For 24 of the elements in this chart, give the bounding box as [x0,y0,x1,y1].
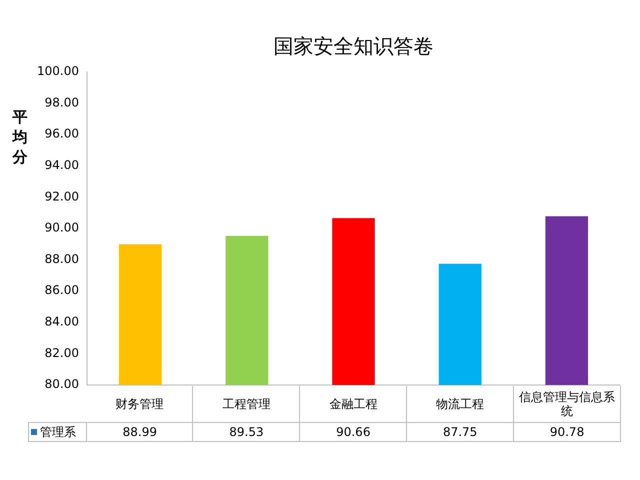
y-tick-label: 90.00 [44,220,79,235]
y-axis-title: 平均分 [12,108,28,166]
y-tick-label: 80.00 [44,377,79,392]
y-tick-label: 88.00 [44,252,79,266]
x-tick-label: 物流工程 [406,386,514,422]
data-label: 88.99 [86,422,193,441]
y-tick-label: 82.00 [44,346,79,360]
data-label: 90.66 [300,422,407,441]
y-tick-label: 96.00 [44,126,79,141]
y-tick-label: 100.00 [36,64,79,78]
x-tick-label: 信息管理与信息系统 [514,386,620,422]
x-tick-label: 财务管理 [86,386,193,422]
x-tick-label: 金融工程 [300,386,407,422]
y-tick-label: 92.00 [44,189,79,204]
data-label: 89.53 [192,422,300,441]
y-tick-label: 98.00 [44,95,79,110]
chart-title: 国家安全知识答卷 [273,34,434,58]
y-tick-label: 94.00 [44,158,79,172]
text: 管理系 [40,424,76,438]
y-tick-label: 86.00 [44,283,79,298]
x-tick-label: 工程管理 [192,386,300,422]
y-tick-label: 84.00 [44,314,79,329]
data-label: 87.75 [406,422,514,441]
data-label: 90.78 [514,422,620,441]
